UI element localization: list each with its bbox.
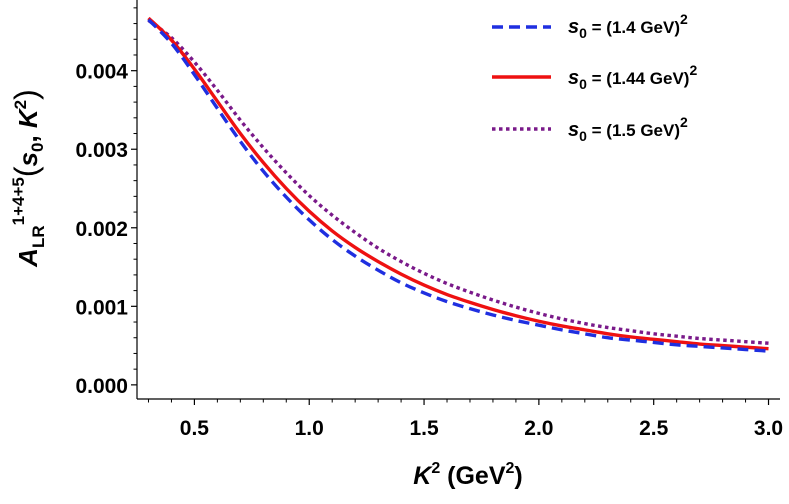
x-tick-label: 1.0 — [295, 417, 324, 440]
legend-label-s0-1p4: s0 = (1.4 GeV)2 — [568, 11, 688, 41]
y-tick-label: 0.000 — [75, 375, 128, 398]
legend-item: s0 = (1.44 GeV)2 — [492, 62, 697, 92]
series-line-s0-1p4 — [147, 18, 769, 353]
y-tick-label: 0.002 — [75, 218, 128, 241]
y-tick-label: 0.004 — [75, 61, 128, 84]
series-line-s0-1p44 — [147, 16, 769, 351]
y-tick-label: 0.001 — [75, 296, 128, 319]
x-tick-label: 1.5 — [409, 417, 439, 440]
legend-item: s0 = (1.5 GeV)2 — [492, 114, 688, 144]
y-ticks: 0.000 0.001 0.002 0.003 0.004 — [75, 7, 137, 398]
legend-label-s0-1p5: s0 = (1.5 GeV)2 — [568, 114, 688, 144]
x-ticks: 0.5 1.0 1.5 2.0 2.5 3.0 — [147, 399, 783, 440]
y-axis-label: ALR1+4+5(s0, K2) — [8, 89, 48, 268]
series-line-s0-1p5 — [147, 19, 769, 345]
y-tick-label: 0.003 — [75, 139, 128, 162]
x-tick-label: 2.5 — [639, 417, 669, 440]
x-axis-label: K2 (GeV2) — [413, 460, 523, 490]
legend: s0 = (1.4 GeV)2 s0 = (1.44 GeV)2 s0 = (1… — [492, 11, 697, 144]
legend-label-s0-1p44: s0 = (1.44 GeV)2 — [568, 62, 697, 92]
series-group — [147, 16, 769, 353]
x-tick-label: 2.0 — [524, 417, 553, 440]
legend-item: s0 = (1.4 GeV)2 — [492, 11, 688, 41]
x-tick-label: 0.5 — [180, 417, 210, 440]
x-tick-label: 3.0 — [754, 417, 783, 440]
